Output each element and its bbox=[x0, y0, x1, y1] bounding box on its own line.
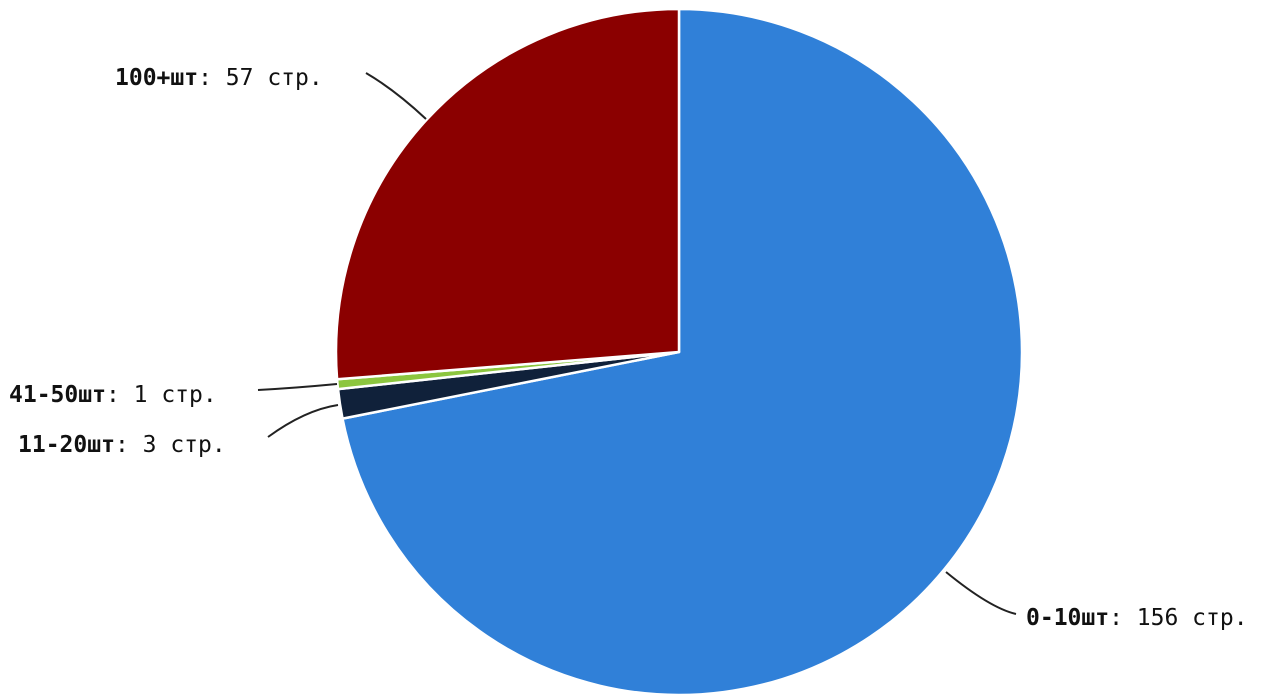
slice-label-separator: : bbox=[115, 432, 143, 458]
leader-line-1 bbox=[267, 404, 339, 438]
leader-line-2 bbox=[257, 383, 338, 391]
slice-label-1: 11-20шт: 3 стр. bbox=[18, 432, 226, 458]
slice-label-3: 100+шт: 57 стр. bbox=[115, 65, 323, 91]
slice-category-label: 11-20шт bbox=[18, 432, 115, 458]
pie-slice-0 bbox=[341, 7, 1024, 695]
slice-label-2: 41-50шт: 1 стр. bbox=[9, 382, 217, 408]
slice-label-separator: : bbox=[106, 382, 134, 408]
slice-category-label: 100+шт bbox=[115, 65, 198, 91]
leader-line-3 bbox=[365, 72, 427, 120]
slice-label-0: 0-10шт: 156 стр. bbox=[1026, 605, 1248, 631]
slice-label-separator: : bbox=[198, 65, 226, 91]
pie-slice-3 bbox=[334, 7, 681, 381]
slice-value-label: 3 стр. bbox=[143, 432, 226, 458]
slice-value-label: 1 стр. bbox=[134, 382, 217, 408]
slice-category-label: 0-10шт bbox=[1026, 605, 1109, 631]
slice-label-separator: : bbox=[1109, 605, 1137, 631]
leader-lines bbox=[257, 72, 1017, 615]
slice-value-label: 57 стр. bbox=[226, 65, 323, 91]
pie-slices bbox=[334, 7, 1024, 695]
slice-value-label: 156 стр. bbox=[1137, 605, 1248, 631]
leader-line-0 bbox=[945, 571, 1017, 615]
slice-category-label: 41-50шт bbox=[9, 382, 106, 408]
slice-labels: 0-10шт: 156 стр. 11-20шт: 3 стр. 41-50шт: … bbox=[9, 65, 1248, 631]
